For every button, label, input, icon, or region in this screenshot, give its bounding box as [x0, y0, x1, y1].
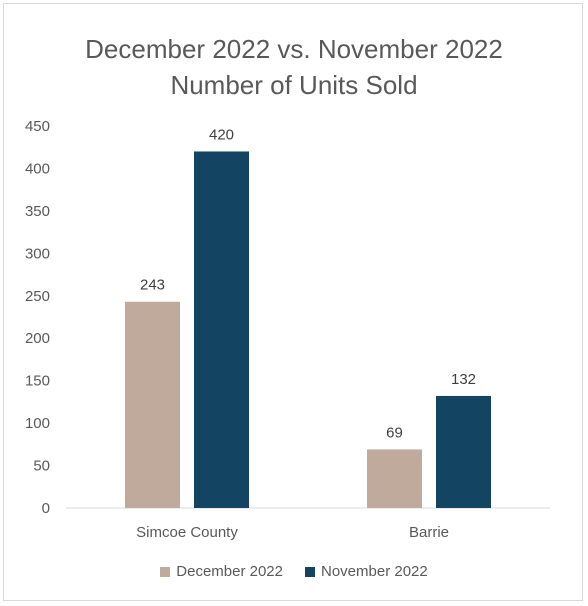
legend-swatch-november: [305, 566, 315, 577]
y-tick-label: 400: [25, 160, 50, 177]
y-tick-label: 50: [33, 458, 50, 475]
data-label: 69: [386, 424, 403, 441]
legend-label-november: November 2022: [321, 563, 428, 580]
bar: [125, 301, 180, 508]
y-tick-label: 450: [25, 118, 50, 135]
y-tick-label: 100: [25, 415, 50, 432]
data-label: 243: [140, 277, 165, 294]
y-tick-label: 150: [25, 373, 50, 390]
chart-legend: December 2022 November 2022: [0, 563, 588, 580]
y-tick-label: 200: [25, 330, 50, 347]
bar: [194, 151, 249, 508]
legend-label-december: December 2022: [176, 563, 283, 580]
chart-title-line2: Number of Units Sold: [170, 70, 418, 100]
x-category-label: Barrie: [409, 524, 449, 541]
bar: [367, 449, 422, 508]
y-tick-label: 0: [42, 500, 50, 517]
data-label: 420: [209, 126, 234, 143]
chart-title-line1: December 2022 vs. November 2022: [85, 34, 503, 64]
y-tick-label: 350: [25, 203, 50, 220]
y-tick-label: 250: [25, 288, 50, 305]
x-category-label: Simcoe County: [136, 524, 238, 541]
y-tick-label: 300: [25, 245, 50, 262]
bar: [436, 395, 491, 508]
legend-item-december: December 2022: [160, 563, 283, 580]
legend-item-november: November 2022: [305, 563, 428, 580]
data-label: 132: [451, 371, 476, 388]
legend-swatch-december: [160, 566, 171, 577]
